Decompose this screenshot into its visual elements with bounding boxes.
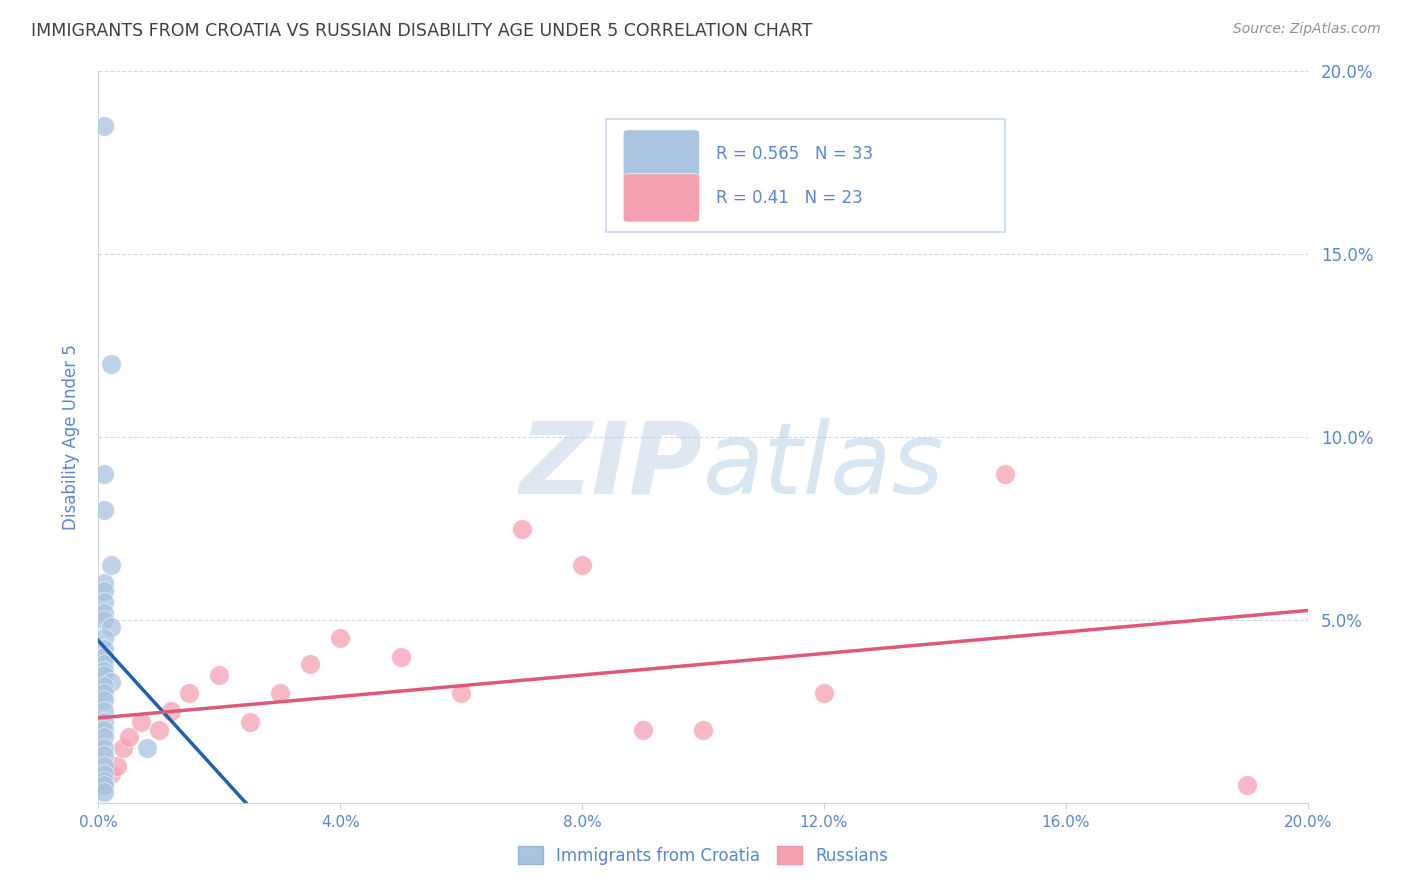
Point xyxy=(105,759,128,773)
FancyBboxPatch shape xyxy=(606,119,1005,232)
Point xyxy=(93,778,115,792)
Text: atlas: atlas xyxy=(703,417,945,515)
Point xyxy=(93,642,115,657)
Point xyxy=(100,675,122,690)
Point xyxy=(100,357,122,371)
Point xyxy=(118,730,141,744)
Point xyxy=(100,558,122,573)
Point xyxy=(93,785,115,799)
Point xyxy=(208,667,231,681)
FancyBboxPatch shape xyxy=(623,130,699,178)
Point xyxy=(93,649,115,664)
Point xyxy=(93,693,115,707)
Point xyxy=(329,632,352,646)
Point xyxy=(93,773,115,788)
Point xyxy=(510,521,533,535)
Y-axis label: Disability Age Under 5: Disability Age Under 5 xyxy=(62,344,80,530)
Point xyxy=(135,740,157,755)
Point xyxy=(93,679,115,693)
Point xyxy=(111,740,134,755)
Point xyxy=(93,766,115,780)
Point xyxy=(100,766,122,780)
Point xyxy=(93,503,115,517)
Point xyxy=(299,657,322,671)
Point xyxy=(93,667,115,681)
Legend: Immigrants from Croatia, Russians: Immigrants from Croatia, Russians xyxy=(512,839,894,871)
Point xyxy=(93,583,115,598)
Point xyxy=(93,740,115,755)
Point xyxy=(160,705,183,719)
Point xyxy=(179,686,201,700)
Point xyxy=(129,715,152,730)
FancyBboxPatch shape xyxy=(623,174,699,222)
Point xyxy=(93,576,115,591)
Point xyxy=(148,723,170,737)
Point xyxy=(1236,778,1258,792)
Point xyxy=(93,778,115,792)
Point xyxy=(100,620,122,634)
Point xyxy=(813,686,835,700)
Point xyxy=(93,632,115,646)
Point xyxy=(692,723,714,737)
Text: ZIP: ZIP xyxy=(520,417,703,515)
Point xyxy=(93,594,115,608)
Point xyxy=(93,467,115,481)
Point xyxy=(994,467,1017,481)
Point xyxy=(93,613,115,627)
Point xyxy=(93,705,115,719)
Point xyxy=(571,558,593,573)
Point xyxy=(93,120,115,134)
Point xyxy=(93,606,115,620)
Point xyxy=(93,686,115,700)
Point xyxy=(450,686,472,700)
Point xyxy=(93,664,115,678)
Point xyxy=(239,715,262,730)
Text: IMMIGRANTS FROM CROATIA VS RUSSIAN DISABILITY AGE UNDER 5 CORRELATION CHART: IMMIGRANTS FROM CROATIA VS RUSSIAN DISAB… xyxy=(31,22,813,40)
Point xyxy=(269,686,291,700)
Text: Source: ZipAtlas.com: Source: ZipAtlas.com xyxy=(1233,22,1381,37)
Point xyxy=(93,730,115,744)
Text: R = 0.565   N = 33: R = 0.565 N = 33 xyxy=(716,145,873,163)
Point xyxy=(93,759,115,773)
Text: R = 0.41   N = 23: R = 0.41 N = 23 xyxy=(716,189,863,207)
Point xyxy=(93,715,115,730)
Point xyxy=(389,649,412,664)
Point xyxy=(631,723,654,737)
Point xyxy=(93,748,115,763)
Point xyxy=(93,657,115,671)
Point xyxy=(93,723,115,737)
